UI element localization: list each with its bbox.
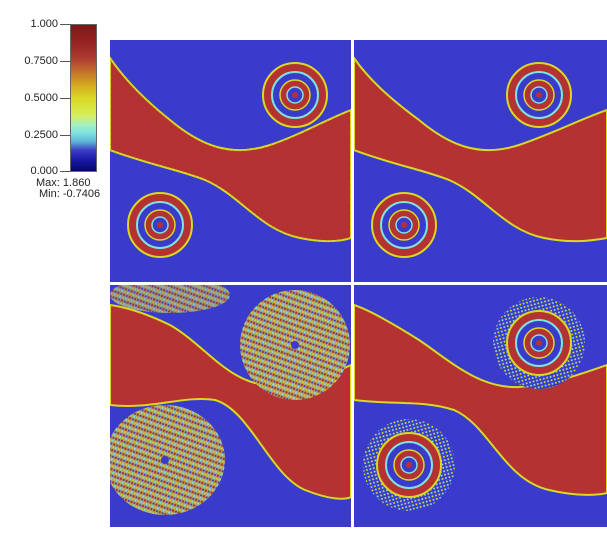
colorbar-label-050: 0.5000 — [24, 92, 58, 104]
colorbar-tick-5 — [60, 171, 70, 172]
colorbar-label-025: 0.2500 — [24, 129, 58, 141]
panel-top-right-field — [354, 40, 607, 282]
panel-bottom-left-field — [110, 285, 351, 527]
panel-divider-horizontal — [110, 282, 607, 285]
colorbar-label-max-tick: 1.000 — [30, 18, 58, 30]
panel-top-right — [354, 40, 607, 282]
max-stat: Max: 1.860 — [36, 177, 90, 189]
colorbar-tick-2 — [60, 61, 70, 62]
min-stat-label: Min: — [39, 188, 60, 200]
colorbar-gradient — [70, 24, 97, 172]
panel-bottom-right-field — [354, 285, 607, 527]
colorbar-tick-3 — [60, 98, 70, 99]
panel-bottom-right — [354, 285, 607, 527]
colorbar-label-min-tick: 0.000 — [30, 165, 58, 177]
colorbar-tick-4 — [60, 135, 70, 136]
min-stat: Min: -0.7406 — [39, 188, 100, 200]
colorbar-tick-1 — [60, 24, 70, 25]
panel-top-left — [110, 40, 351, 282]
panel-top-left-field — [110, 40, 351, 282]
colorbar-label-075: 0.7500 — [24, 55, 58, 67]
panel-bottom-left — [110, 285, 351, 527]
panel-divider-vertical — [351, 40, 354, 527]
min-stat-value: -0.7406 — [62, 188, 101, 200]
max-stat-label: Max: — [36, 177, 60, 189]
max-stat-value: 1.860 — [62, 177, 91, 189]
